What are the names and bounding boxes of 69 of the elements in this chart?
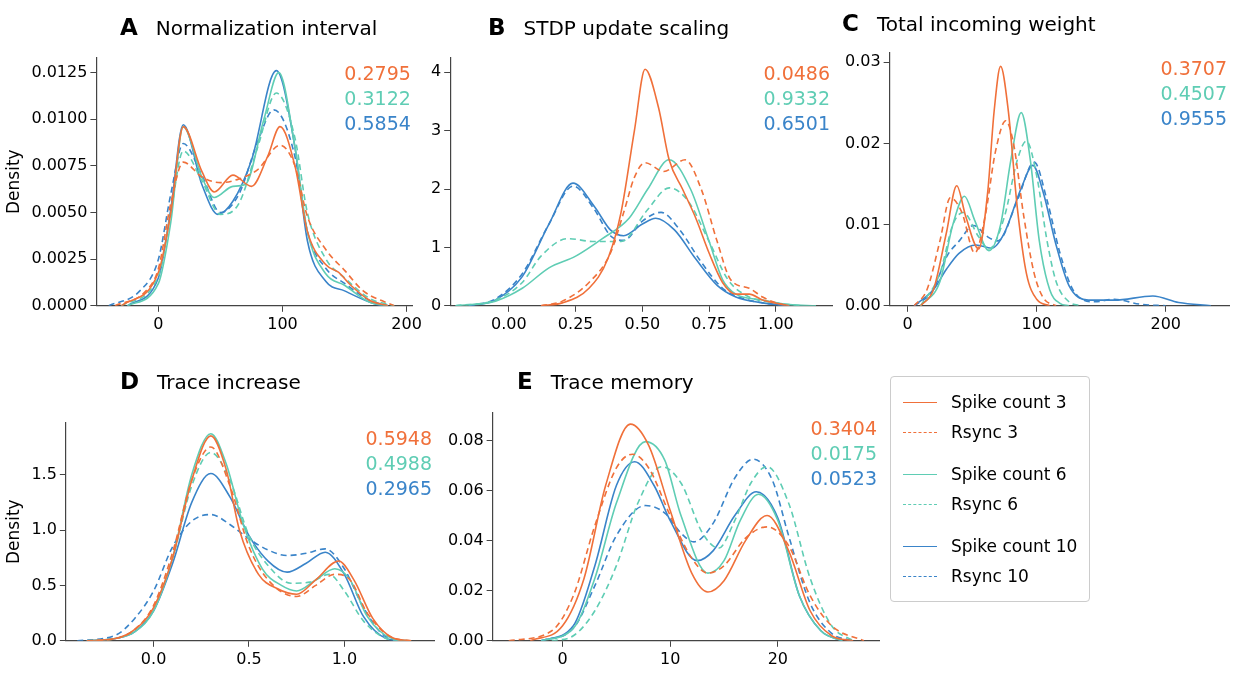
y-tick-label: 0.03 bbox=[845, 51, 881, 71]
legend-label: Rsync 6 bbox=[951, 494, 1019, 514]
chart-title: D Trace increase bbox=[120, 368, 301, 394]
x-tick-label: 0.0 bbox=[140, 648, 167, 668]
annotation: 0.0523 bbox=[810, 467, 877, 490]
y-tick-label: 1 bbox=[430, 236, 442, 256]
x-tick-label: 0.75 bbox=[691, 313, 727, 333]
y-tick-label: 2 bbox=[430, 178, 442, 198]
annotation: 0.5948 bbox=[365, 427, 432, 450]
x-tick-label: 0 bbox=[557, 648, 568, 668]
y-axis-title: Density bbox=[2, 499, 23, 565]
x-tick-label: 100 bbox=[267, 313, 298, 333]
annotation: 0.5854 bbox=[344, 112, 411, 135]
annotation: 0.2795 bbox=[344, 62, 411, 85]
x-tick-label: 200 bbox=[1150, 313, 1182, 333]
y-tick-label: 0.0125 bbox=[31, 61, 88, 81]
y-tick-label: 0.0050 bbox=[31, 201, 88, 221]
y-tick-label: 3 bbox=[430, 119, 442, 139]
x-tick-label: 200 bbox=[391, 313, 422, 333]
y-tick-label: 0.0000 bbox=[31, 294, 88, 314]
x-tick-label: 1.0 bbox=[331, 648, 358, 668]
y-tick-label: 0.02 bbox=[845, 132, 881, 152]
x-tick-label: 10 bbox=[660, 648, 681, 668]
x-tick-label: 100 bbox=[1021, 313, 1052, 333]
chart-title: C Total incoming weight bbox=[842, 10, 1096, 36]
x-tick-label: 1.00 bbox=[758, 313, 794, 333]
annotation: 0.4988 bbox=[365, 452, 432, 475]
x-tick-label: 0.5 bbox=[236, 648, 262, 668]
y-tick-label: 0.0 bbox=[31, 629, 57, 649]
annotation: 0.6501 bbox=[763, 112, 830, 135]
y-tick-label: 0.01 bbox=[845, 213, 881, 233]
annotation: 0.0175 bbox=[810, 442, 877, 465]
y-tick-label: 0.0025 bbox=[31, 248, 88, 268]
annotation: 0.9332 bbox=[763, 87, 830, 110]
y-axis-title: Density bbox=[2, 149, 23, 215]
y-tick-label: 0 bbox=[430, 294, 442, 314]
legend-label: Rsync 3 bbox=[951, 422, 1019, 442]
annotation: 0.3404 bbox=[810, 417, 877, 440]
y-tick-label: 0.08 bbox=[448, 429, 484, 449]
x-tick-label: 0 bbox=[902, 313, 913, 333]
x-tick-label: 0.50 bbox=[624, 313, 661, 333]
annotation: 0.9555 bbox=[1160, 107, 1227, 130]
legend-label: Spike count 6 bbox=[951, 464, 1067, 484]
y-tick-label: 0.00 bbox=[845, 294, 881, 314]
chart-title: B STDP update scaling bbox=[488, 14, 730, 40]
x-tick-label: 0.00 bbox=[491, 313, 527, 333]
y-tick-label: 0.00 bbox=[448, 629, 484, 649]
annotation: 0.3707 bbox=[1160, 57, 1227, 80]
y-tick-label: 0.04 bbox=[448, 529, 484, 549]
legend-label: Spike count 10 bbox=[951, 536, 1078, 556]
x-tick-label: 0 bbox=[153, 313, 164, 333]
chart-title: E Trace memory bbox=[517, 368, 694, 394]
y-tick-label: 0.0100 bbox=[31, 108, 88, 128]
y-tick-label: 0.0075 bbox=[31, 154, 88, 174]
legend-label: Rsync 10 bbox=[951, 566, 1029, 586]
annotation: 0.0486 bbox=[763, 62, 830, 85]
x-tick-label: 20 bbox=[767, 648, 789, 668]
y-tick-label: 4 bbox=[430, 61, 442, 81]
chart-title: A Normalization interval bbox=[120, 14, 378, 40]
annotation: 0.2965 bbox=[365, 477, 432, 500]
y-tick-label: 1.5 bbox=[31, 463, 57, 483]
legend-label: Spike count 3 bbox=[951, 392, 1067, 412]
annotation: 0.3122 bbox=[344, 87, 411, 110]
x-tick-label: 0.25 bbox=[557, 313, 594, 333]
y-tick-label: 1.0 bbox=[31, 519, 57, 539]
annotation: 0.4507 bbox=[1160, 82, 1227, 105]
y-tick-label: 0.06 bbox=[448, 479, 484, 499]
y-tick-label: 0.02 bbox=[448, 579, 484, 599]
y-tick-label: 0.5 bbox=[31, 574, 57, 594]
